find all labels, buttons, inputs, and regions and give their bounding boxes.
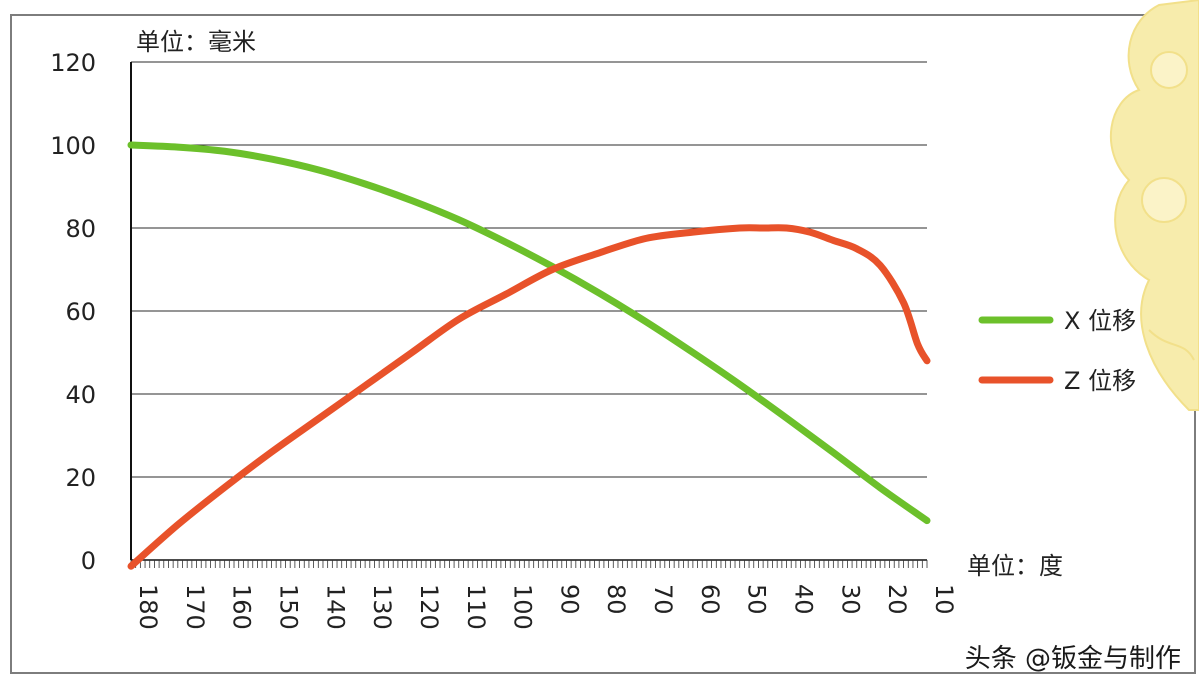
x-tick-label-30: 30: [836, 584, 864, 615]
x-tick-label-80: 80: [602, 584, 630, 615]
x-tick-label-180: 180: [134, 584, 162, 630]
legend: X 位移 Z 位移: [978, 307, 1136, 395]
gridlines: [131, 61, 927, 478]
y-tick-label-80: 80: [65, 215, 96, 243]
x-tick-label-70: 70: [649, 584, 677, 615]
x-tick-label-160: 160: [228, 584, 256, 630]
y-tick-label-20: 20: [65, 464, 96, 492]
x-tick-label-40: 40: [790, 584, 818, 615]
y-tick-label-40: 40: [65, 381, 96, 409]
chart-frame: [10, 14, 1196, 674]
y-tick-label-60: 60: [65, 298, 96, 326]
x-axis-minor-ticks: [130, 560, 928, 568]
x-tick-label-90: 90: [555, 584, 583, 615]
x-axis-unit-label: 单位：度: [967, 552, 1063, 580]
y-tick-label-0: 0: [81, 547, 96, 575]
watermark-text: 头条 @钣金与制作: [964, 644, 1181, 674]
series-line-1: [127, 141, 931, 525]
y-axis-tick-labels: 0 20 40 60 80 100 120: [50, 49, 96, 575]
x-tick-label-20: 20: [883, 584, 911, 615]
legend-label-2: Z 位移: [1064, 367, 1136, 395]
x-tick-label-60: 60: [696, 584, 724, 615]
x-tick-label-10: 10: [930, 584, 958, 615]
x-axis-tick-labels: 180 170 160 150 140 130 120 110 100 90 80 70 60 50 40 3…: [134, 584, 958, 630]
x-tick-label-150: 150: [274, 584, 302, 630]
y-tick-label-100: 100: [50, 132, 96, 160]
x-tick-label-100: 100: [509, 584, 537, 630]
series-line-2: [127, 224, 931, 570]
decorative-emblem: [1109, 0, 1199, 411]
data-series: [127, 141, 931, 570]
x-tick-label-110: 110: [462, 584, 490, 630]
y-tick-label-120: 120: [50, 49, 96, 77]
x-tick-label-140: 140: [321, 584, 349, 630]
y-axis-unit-label: 单位：毫米: [136, 28, 256, 56]
x-tick-label-120: 120: [415, 584, 443, 630]
legend-label-1: X 位移: [1064, 307, 1136, 335]
x-tick-label-130: 130: [368, 584, 396, 630]
x-tick-label-50: 50: [743, 584, 771, 615]
x-tick-label-170: 170: [181, 584, 209, 630]
